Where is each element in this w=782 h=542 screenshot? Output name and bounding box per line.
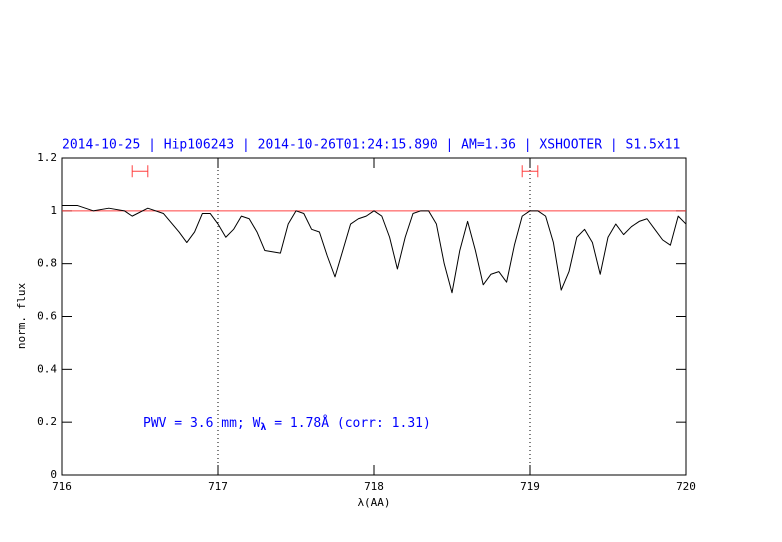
y-axis-label: norm. flux <box>15 283 28 350</box>
annotation: PWV = 3.6 mm; Wλ = 1.78Å (corr: 1.31) <box>143 415 431 434</box>
x-tick-label: 718 <box>364 480 384 493</box>
chart-title: 2014-10-25 | Hip106243 | 2014-10-26T01:2… <box>62 138 680 153</box>
range-marker <box>521 165 539 178</box>
annotation-text: = 1.78Å (corr: 1.31) <box>266 415 430 431</box>
annotation-subscript: λ <box>260 422 266 433</box>
y-tick-label: 0.6 <box>37 310 57 323</box>
x-tick-label: 720 <box>676 480 696 493</box>
x-tick-label: 716 <box>52 480 72 493</box>
y-tick-label: 1 <box>50 204 57 217</box>
x-tick-label: 717 <box>208 480 228 493</box>
y-tick-label: 0.8 <box>37 257 57 270</box>
spectrum-line <box>62 205 687 294</box>
x-axis-label: λ(AA) <box>357 496 390 509</box>
x-tick-label: 719 <box>520 480 540 493</box>
y-tick-label: 1.2 <box>37 151 57 164</box>
range-marker <box>131 165 149 178</box>
y-tick-label: 0.4 <box>37 362 57 375</box>
annotation-text: PWV = 3.6 mm; W <box>143 416 261 431</box>
y-tick-label: 0 <box>50 468 57 481</box>
y-tick-label: 0.2 <box>37 415 57 428</box>
